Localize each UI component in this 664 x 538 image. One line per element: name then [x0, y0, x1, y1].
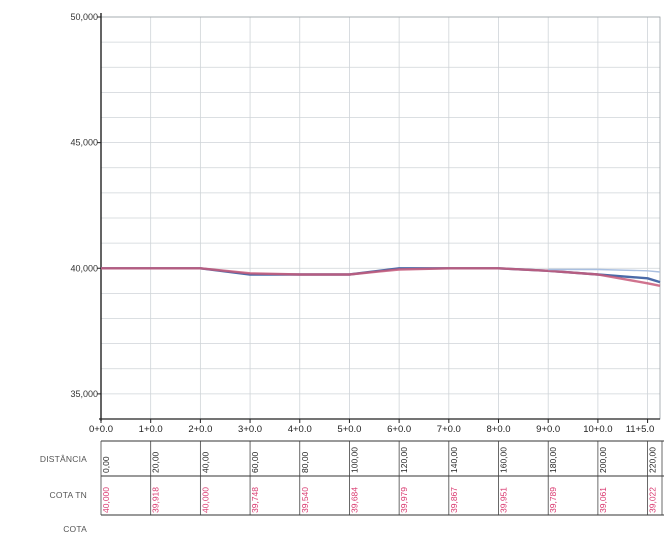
series-lines — [101, 267, 661, 287]
distancia-value: 140,00 — [449, 447, 459, 473]
x-tick-label: 4+0.0 — [288, 424, 312, 435]
cota-tn-value: 39,918 — [151, 487, 161, 513]
x-tick-label: 7+0.0 — [437, 424, 461, 435]
x-tick-label: 5+0.0 — [337, 424, 361, 435]
cota-tn-value: 39,748 — [250, 487, 260, 513]
cota-tn-value: 39,061 — [598, 487, 608, 513]
distancia-value: 225,00 — [662, 447, 664, 473]
y-tick-label: 45,000 — [70, 138, 98, 148]
x-tick-label: 3+0.0 — [238, 424, 262, 435]
y-tick-label: 35,000 — [70, 389, 98, 399]
distancia-value: 80,00 — [300, 451, 310, 473]
profile-table: DISTÂNCIA COTA TN COTA 0,00 40,000 20,00 39… — [40, 440, 664, 534]
distancia-value: 40,00 — [200, 451, 210, 473]
distancia-value: 20,00 — [151, 451, 161, 473]
row-label-cota-tn: COTA TN — [50, 490, 87, 500]
chart-axes — [97, 13, 661, 423]
y-tick-label: 50,000 — [70, 12, 98, 22]
cota-tn-value: 39,540 — [300, 487, 310, 513]
distancia-value: 200,00 — [598, 447, 608, 473]
x-tick-label: 11+5.0 — [626, 424, 655, 435]
row-label-cota: COTA — [63, 524, 87, 534]
distancia-value: 60,00 — [250, 451, 260, 473]
cota-tn-value: 39,031 — [662, 487, 664, 513]
series-line — [101, 267, 661, 287]
distancia-value: 120,00 — [399, 447, 409, 473]
cota-tn-value: 39,022 — [648, 487, 658, 513]
cota-tn-value: 39,867 — [449, 487, 459, 513]
x-tick-label: 8+0.0 — [486, 424, 510, 435]
distancia-value: 220,00 — [648, 447, 658, 473]
cota-tn-value: 40,000 — [101, 487, 111, 513]
x-tick-label: 2+0.0 — [188, 424, 212, 435]
distancia-value: 0,00 — [101, 456, 111, 473]
cota-tn-value: 39,789 — [548, 487, 558, 513]
cota-tn-value: 39,951 — [499, 487, 509, 513]
cota-tn-value: 39,684 — [349, 487, 359, 513]
distancia-value: 180,00 — [548, 447, 558, 473]
chart-grid — [101, 16, 660, 420]
series-line — [548, 268, 661, 273]
x-tick-label: 6+0.0 — [387, 424, 411, 435]
cota-tn-value: 40,000 — [200, 487, 210, 513]
distancia-value: 100,00 — [349, 447, 359, 473]
x-tick-label: 1+0.0 — [139, 424, 163, 435]
row-label-distancia: DISTÂNCIA — [40, 454, 87, 464]
y-tick-labels: 50,000 45,000 40,000 35,000 — [70, 12, 98, 399]
x-tick-label: 10+0.0 — [583, 424, 612, 435]
x-tick-label: 0+0.0 — [89, 424, 113, 435]
y-tick-label: 40,000 — [70, 263, 98, 273]
x-tick-labels: 0+0.0 1+0.0 2+0.0 3+0.0 4+0.0 5+0.0 6+0.0 7+0.0… — [89, 424, 654, 435]
distancia-value: 160,00 — [499, 447, 509, 473]
cota-tn-value: 39,979 — [399, 487, 409, 513]
x-tick-label: 9+0.0 — [536, 424, 560, 435]
